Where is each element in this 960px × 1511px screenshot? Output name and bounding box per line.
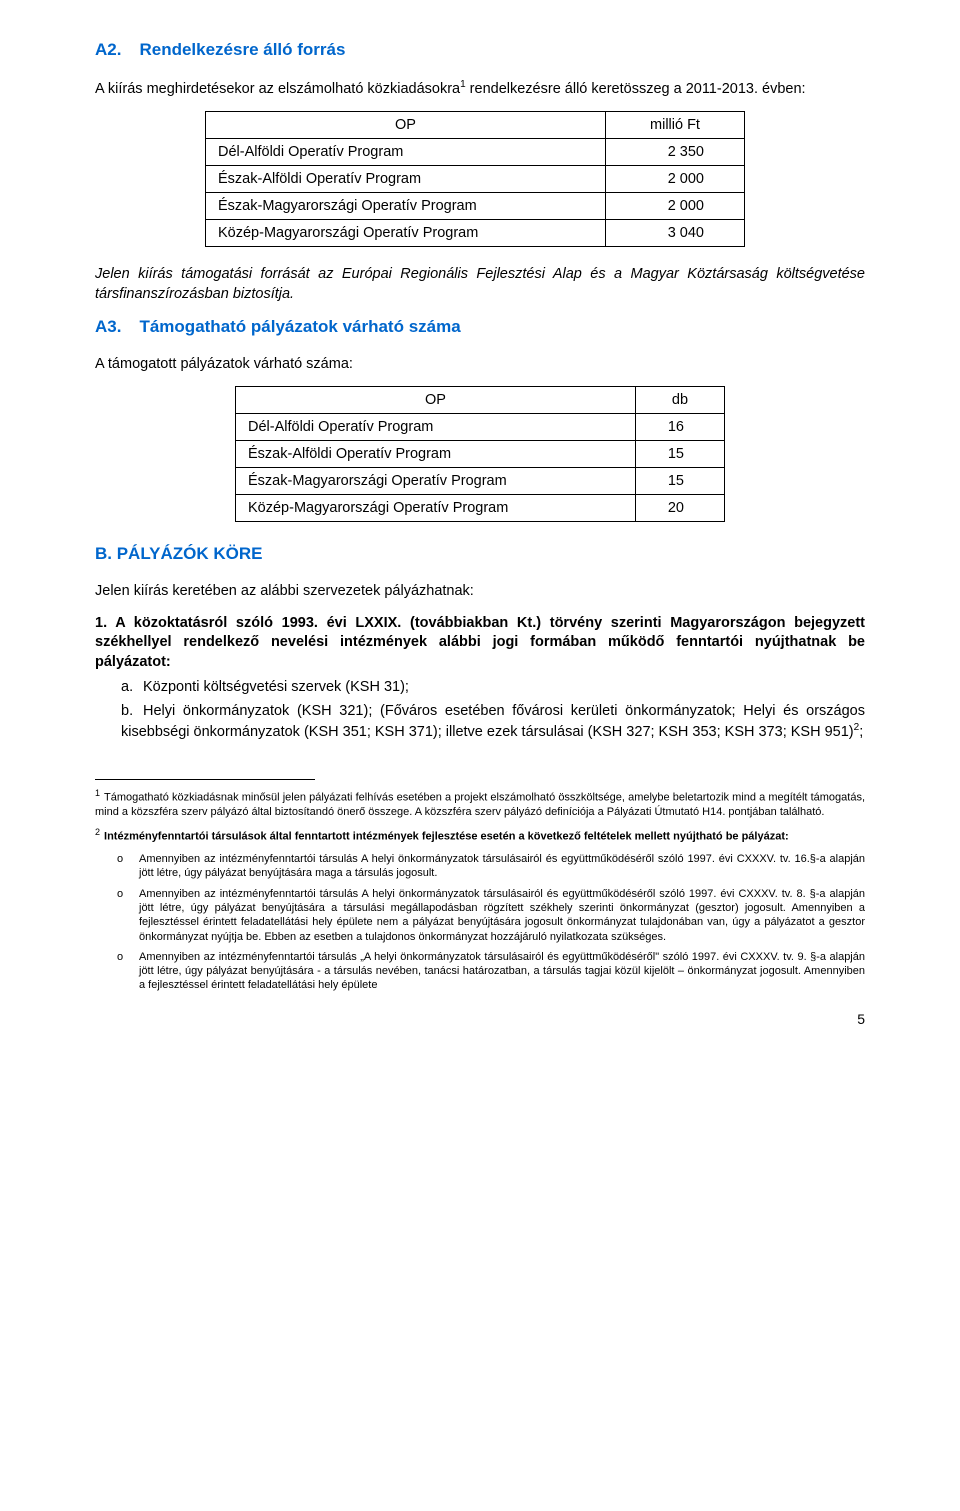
sub-b-text-a: Helyi önkormányzatok (KSH 321); (Főváros… (121, 703, 865, 740)
cell-name: Közép-Magyarországi Operatív Program (206, 220, 606, 247)
cell-val: 3 040 (606, 220, 745, 247)
footnote-2-item-text: Amennyiben az intézményfenntartói társul… (139, 853, 865, 879)
table-row: Észak-Alföldi Operatív Program 2 000 (206, 166, 745, 193)
sub-b-marker: b. (121, 702, 143, 722)
cell-name: Észak-Magyarországi Operatív Program (236, 468, 636, 495)
table-row: Dél-Alföldi Operatív Program 16 (236, 414, 725, 441)
table-row: Dél-Alföldi Operatív Program 2 350 (206, 139, 745, 166)
cell-name: Dél-Alföldi Operatív Program (206, 139, 606, 166)
a2-intro-a: A kiírás meghirdetésekor az elszámolható… (95, 81, 460, 97)
footnote-2-lead: Intézményfenntartói társulások által fen… (104, 831, 789, 843)
heading-a2-text: Rendelkezésre álló forrás (139, 40, 345, 59)
item1-marker: 1. (95, 615, 107, 631)
footnote-1-text: Támogatható közkiadásnak minősül jelen p… (95, 792, 865, 818)
table-a3: OP db Dél-Alföldi Operatív Program 16 És… (235, 386, 725, 522)
footnote-2-item: oAmennyiben az intézményfenntartói társu… (95, 852, 865, 881)
a2-note: Jelen kiírás támogatási forrását az Euró… (95, 265, 865, 304)
page-number: 5 (95, 1011, 865, 1027)
th-val: db (636, 387, 725, 414)
list-item: a.Központi költségvetési szervek (KSH 31… (121, 678, 865, 698)
footnote-2-num: 2 (95, 827, 100, 837)
b-list: 1. A közoktatásról szóló 1993. évi LXXIX… (95, 614, 865, 743)
table-row: Észak-Alföldi Operatív Program 15 (236, 441, 725, 468)
bullet-icon: o (117, 887, 139, 901)
heading-a2: A2. Rendelkezésre álló forrás (95, 40, 865, 60)
cell-val: 15 (636, 468, 725, 495)
footnote-1-num: 1 (95, 788, 100, 798)
table-row: Észak-Magyarországi Operatív Program 2 0… (206, 193, 745, 220)
footnote-2-item-text: Amennyiben az intézményfenntartói társul… (139, 951, 865, 992)
cell-name: Dél-Alföldi Operatív Program (236, 414, 636, 441)
cell-name: Közép-Magyarországi Operatív Program (236, 495, 636, 522)
cell-name: Észak-Magyarországi Operatív Program (206, 193, 606, 220)
table-a2: OP millió Ft Dél-Alföldi Operatív Progra… (205, 111, 745, 247)
list-item: b.Helyi önkormányzatok (KSH 321); (Fővár… (121, 702, 865, 743)
table-row: OP db (236, 387, 725, 414)
bullet-icon: o (117, 950, 139, 964)
footnote-separator (95, 779, 315, 780)
b-sublist: a.Központi költségvetési szervek (KSH 31… (95, 678, 865, 743)
footnote-2-item: oAmennyiben az intézményfenntartói társu… (95, 950, 865, 993)
heading-a3-num: A3. (95, 317, 121, 336)
heading-a3: A3. Támogatható pályázatok várható száma (95, 317, 865, 337)
a3-intro: A támogatott pályázatok várható száma: (95, 355, 865, 375)
th-op: OP (236, 387, 636, 414)
cell-name: Észak-Alföldi Operatív Program (206, 166, 606, 193)
cell-val: 2 000 (606, 193, 745, 220)
a2-intro: A kiírás meghirdetésekor az elszámolható… (95, 78, 865, 99)
cell-val: 15 (636, 441, 725, 468)
table-row: Közép-Magyarországi Operatív Program 3 0… (206, 220, 745, 247)
table-row: Észak-Magyarországi Operatív Program 15 (236, 468, 725, 495)
cell-name: Észak-Alföldi Operatív Program (236, 441, 636, 468)
heading-a3-text: Támogatható pályázatok várható száma (139, 317, 460, 336)
footnote-2-item: oAmennyiben az intézményfenntartói társu… (95, 887, 865, 944)
table-row: OP millió Ft (206, 112, 745, 139)
cell-val: 2 000 (606, 166, 745, 193)
table-row: Közép-Magyarországi Operatív Program 20 (236, 495, 725, 522)
footnote-2-item-text: Amennyiben az intézményfenntartói társul… (139, 888, 865, 943)
cell-val: 16 (636, 414, 725, 441)
sub-a-marker: a. (121, 678, 143, 698)
b-intro: Jelen kiírás keretében az alábbi szervez… (95, 582, 865, 602)
footnote-2: 2 Intézményfenntartói társulások által fe… (95, 827, 865, 844)
th-op: OP (206, 112, 606, 139)
heading-b: B. PÁLYÁZÓK KÖRE (95, 544, 865, 564)
sub-b-text-b: ; (859, 724, 863, 740)
heading-a2-num: A2. (95, 40, 121, 59)
list-item: 1. A közoktatásról szóló 1993. évi LXXIX… (95, 614, 865, 743)
th-val: millió Ft (606, 112, 745, 139)
a2-intro-b: rendelkezésre álló keretösszeg a 2011-20… (466, 81, 806, 97)
sub-a-text: Központi költségvetési szervek (KSH 31); (143, 679, 409, 695)
cell-val: 20 (636, 495, 725, 522)
item1-lead: A közoktatásról szóló 1993. évi LXXIX. (… (95, 615, 865, 670)
cell-val: 2 350 (606, 139, 745, 166)
bullet-icon: o (117, 852, 139, 866)
footnote-1: 1Támogatható közkiadásnak minősül jelen … (95, 788, 865, 819)
